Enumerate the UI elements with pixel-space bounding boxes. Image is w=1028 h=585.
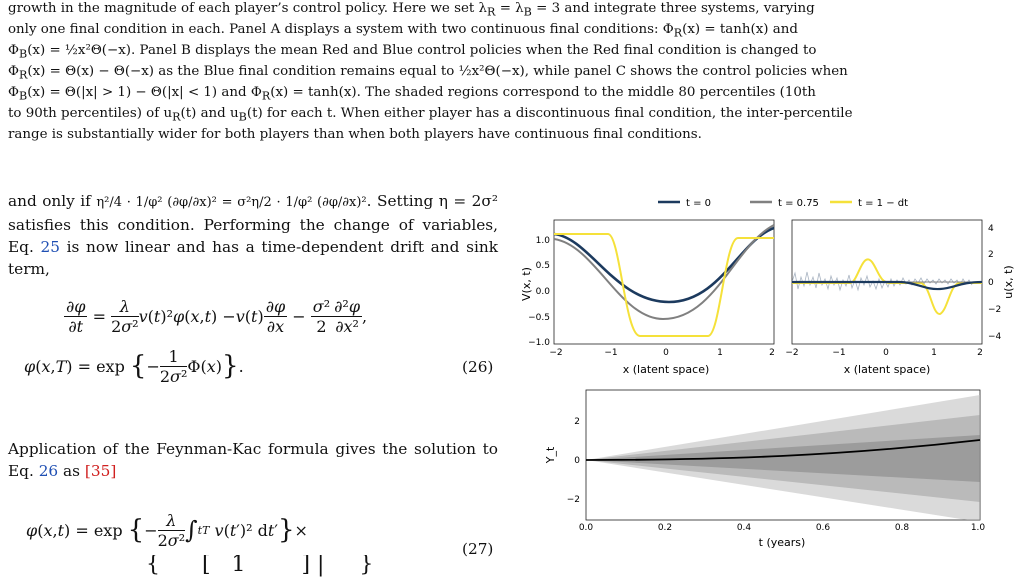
panel-a-ylabel: V(x, t): [520, 267, 533, 301]
panel-a-ytick: 1.0: [536, 236, 551, 246]
panel-a-ytick: −1.0: [528, 338, 550, 348]
panel-a-frame: [553, 219, 775, 345]
figure-caption: growth in the magnitude of each player’s…: [8, 1, 853, 143]
panel-b-ylabel: u(x, t): [1002, 265, 1015, 298]
legend-label-t1: t = 1 − dt: [858, 198, 908, 209]
legend-label-t0: t = 0: [686, 198, 711, 209]
citation-35[interactable]: [35]: [84, 462, 117, 480]
paragraph-2: Application of the Feynman-Kac formula g…: [8, 440, 498, 480]
panel-c-ytick: 2: [574, 417, 580, 427]
body-text: and only if η²/4 · 1/φ² (∂φ/∂x)² = σ²η/2…: [8, 190, 498, 280]
panel-a-curve-t1: [554, 233, 774, 337]
panel-a-curve-t0: [554, 226, 774, 304]
panel-b-xtick: −1: [832, 348, 845, 358]
panel-a-xtick: 2: [769, 348, 775, 358]
figure-svg: t = 0 t = 0.75 t = 1 − dt 1.0 0.5 0.0 −0…: [520, 198, 1015, 549]
panel-c-ylabel: Y_t: [544, 446, 557, 464]
panel-a-ytick: −0.5: [528, 313, 550, 323]
panel-a-curve-t075: [554, 224, 774, 321]
panel-c-paths: [586, 395, 980, 520]
panel-a-xlabel: x (latent space): [623, 363, 710, 376]
panel-b-xtick: 2: [977, 348, 983, 358]
panel-a-xtick: −1: [604, 348, 617, 358]
panel-c-ytick: 0: [574, 456, 580, 466]
figure: t = 0 t = 0.75 t = 1 − dt 1.0 0.5 0.0 −0…: [520, 190, 1020, 579]
panel-b-xtick: 1: [931, 348, 937, 358]
panel-c-xtick: 0.6: [816, 523, 831, 533]
panel-c: 2 0 −2 0.0 0.2 0.4 0.6 0.8 1.0 t (years)…: [544, 389, 986, 549]
panel-b-ytick: 2: [988, 250, 994, 260]
panel-c-path-fan-inner: [586, 415, 980, 502]
panel-c-xtick: 0.2: [658, 523, 672, 533]
panel-b-xtick: 0: [883, 348, 889, 358]
legend-label-t075: t = 0.75: [778, 198, 819, 209]
panel-a-ytick: 0.5: [536, 261, 550, 271]
panel-c-ytick: −2: [567, 495, 580, 505]
equation-27: φ(x, t) = exp { − λ 2σ² ∫ t T v(t ′)² d t ′ } ×…: [26, 510, 374, 577]
panel-b-noise-band: [792, 271, 973, 292]
panel-a-xtick: −2: [549, 348, 562, 358]
panel-c-path-fan-core: [586, 435, 980, 482]
panel-b: 4 2 0 −2 −4 −2 −1 0 1 2 x (latent space)…: [785, 219, 1015, 376]
equation-26: ∂φ ∂t = λ 2σ² v(t)² φ(x, t) − v(t) ∂φ ∂x − σ…: [24, 296, 368, 386]
legend: t = 0 t = 0.75 t = 1 − dt: [658, 198, 908, 209]
eq25-link[interactable]: 25: [40, 238, 60, 256]
panel-a-xtick: 0: [663, 348, 669, 358]
panel-c-mean-path: [586, 439, 980, 461]
panel-a-xtick: 1: [717, 348, 723, 358]
panel-b-curve-t0: [792, 280, 982, 291]
panel-b-ytick: −2: [988, 305, 1001, 315]
eq26-number: (26): [462, 358, 494, 376]
panel-c-xtick: 0.8: [895, 523, 910, 533]
panel-c-xlabel: t (years): [759, 536, 806, 549]
panel-c-xtick: 1.0: [971, 523, 986, 533]
panel-a-ytick: 0.0: [536, 287, 551, 297]
panel-b-xtick: −2: [785, 348, 798, 358]
panel-b-ytick: 4: [988, 224, 994, 234]
eq26-link[interactable]: 26: [38, 462, 59, 480]
panel-b-xlabel: x (latent space): [844, 363, 931, 376]
paragraph-1: and only if η²/4 · 1/φ² (∂φ/∂x)² = σ²η/2…: [8, 192, 498, 278]
panel-b-ytick: −4: [988, 332, 1002, 342]
panel-b-ytick: 0: [988, 278, 994, 288]
eq27-number: (27): [462, 540, 494, 558]
panel-a: 1.0 0.5 0.0 −0.5 −1.0 −2 −1 0 1 2 x (lat…: [520, 219, 775, 376]
panel-c-xtick: 0.4: [737, 523, 752, 533]
panel-c-xtick: 0.0: [579, 523, 594, 533]
